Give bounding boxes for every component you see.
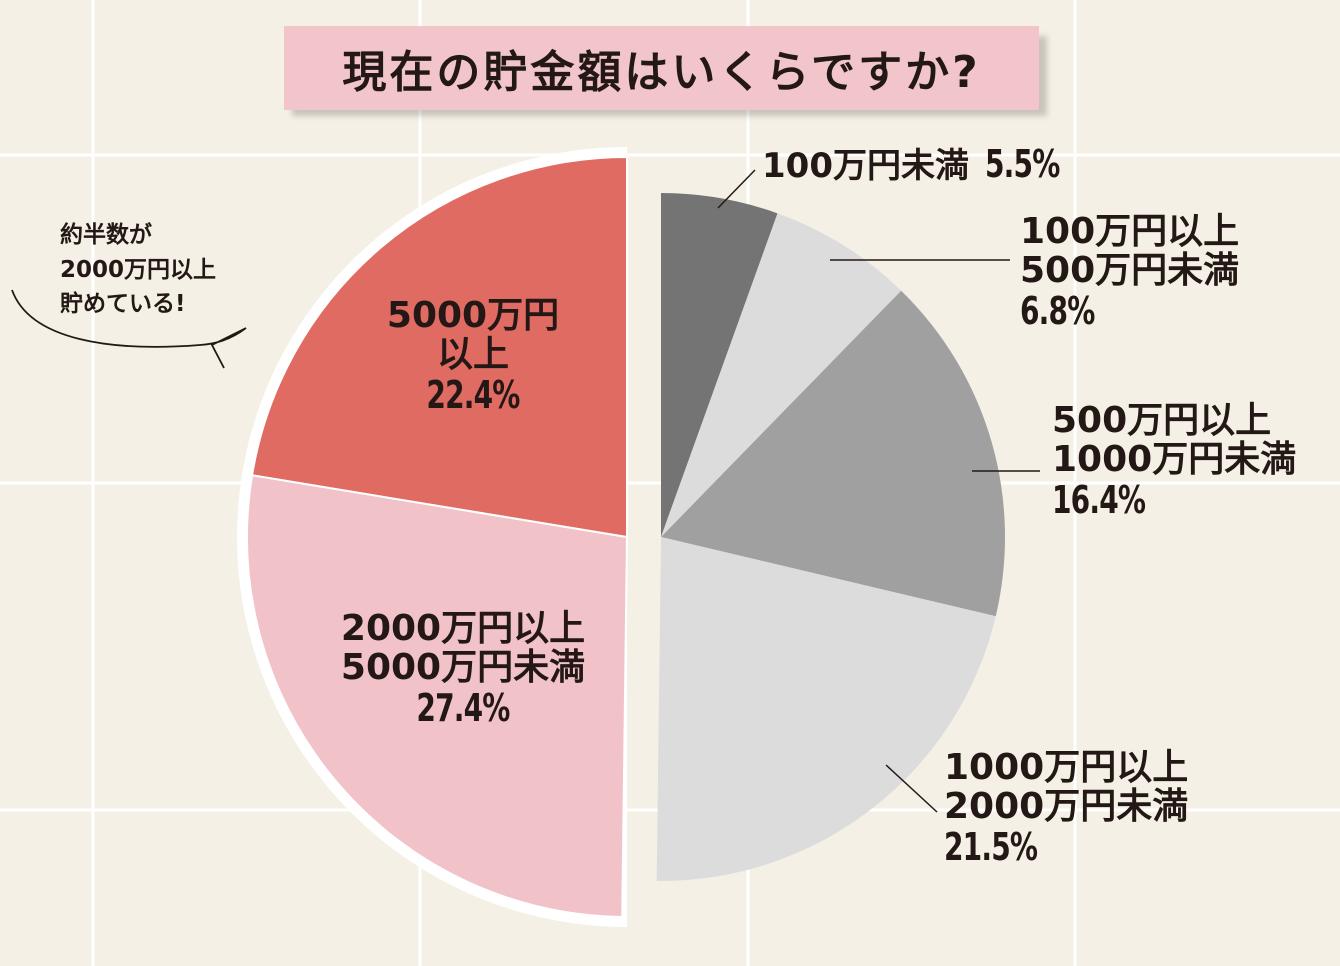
pie-slice-3 <box>656 537 996 881</box>
label-s2-percent: 16.4% <box>1052 477 1146 522</box>
label-s5: 5000万円 以上 22.4% <box>368 295 578 417</box>
callout-line-3: 貯めている! <box>60 291 186 317</box>
label-s4: 2000万円以上 5000万円未満 27.4% <box>318 608 608 730</box>
pie-slice-2 <box>661 290 1006 617</box>
label-s4-line1: 2000万円以上 <box>340 608 586 649</box>
label-s0-percent: 5.5% <box>984 142 1060 186</box>
label-s2-line2: 1000万円未満 <box>1052 438 1297 480</box>
label-s1: 100万円以上 500万円未満 6.8% <box>1020 211 1240 333</box>
pie-slice-4 <box>246 474 629 918</box>
label-s3-percent: 21.5% <box>944 824 1038 869</box>
leader-line-s3 <box>885 764 938 813</box>
label-s1-percent: 6.8% <box>1020 288 1095 333</box>
label-s2-line1: 500万円以上 <box>1052 400 1272 441</box>
callout-line-1: 約半数が <box>60 222 152 248</box>
callout-curve <box>11 289 247 369</box>
label-s3-line2: 2000万円未満 <box>944 785 1189 827</box>
chart-title: 現在の貯金額はいくらですか? <box>342 47 981 98</box>
label-s0: 100万円未満 5.5% <box>762 142 1075 186</box>
title-box: 現在の貯金額はいくらですか? <box>284 26 1039 110</box>
label-s1-line2: 500万円未満 <box>1020 249 1240 291</box>
label-s3-line1: 1000万円以上 <box>944 747 1189 788</box>
label-s1-line1: 100万円以上 <box>1020 211 1240 252</box>
callout-line-2: 2000万円以上 <box>60 256 217 283</box>
label-s5-line2: 以上 <box>436 333 509 375</box>
label-s0-category: 100万円未満 <box>762 146 969 186</box>
leader-line-s0 <box>717 169 756 209</box>
pie-slice-0 <box>661 193 778 537</box>
pie-slice-1 <box>661 213 902 537</box>
pie-slice-5 <box>250 155 628 539</box>
label-s5-line1: 5000万円 <box>386 295 560 336</box>
label-s5-percent: 22.4% <box>426 372 520 417</box>
label-s4-percent: 27.4% <box>416 685 510 730</box>
label-s3: 1000万円以上 2000万円未満 21.5% <box>944 747 1189 869</box>
callout-text: 約半数が 2000万円以上 貯めている! <box>60 218 216 322</box>
label-s4-line2: 5000万円未満 <box>340 646 586 688</box>
label-s2: 500万円以上 1000万円未満 16.4% <box>1052 400 1297 522</box>
